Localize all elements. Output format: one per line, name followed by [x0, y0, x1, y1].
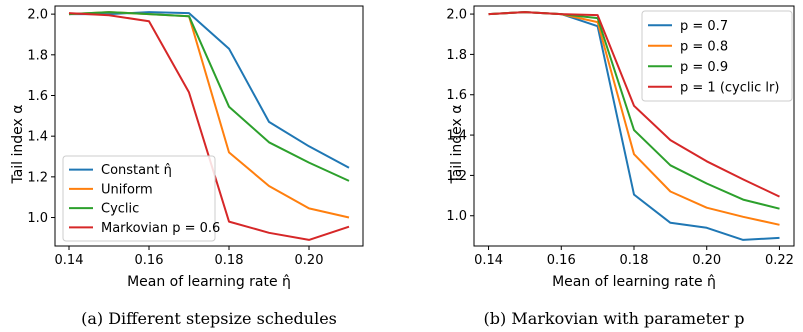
- chart-panel-b: Tail index α Mean of learning rate η̂ (b…: [446, 5, 795, 328]
- x-tick-label: 0.16: [547, 253, 576, 268]
- x-tick-label: 0.14: [55, 253, 84, 268]
- x-tick-label: 0.22: [765, 253, 794, 268]
- y-tick-label: 1.8: [446, 48, 467, 63]
- x-tick-label: 0.16: [135, 253, 164, 268]
- y-tick-label: 1.0: [27, 211, 48, 226]
- x-tick-label: 0.20: [295, 253, 324, 268]
- x-tick-label: 0.14: [474, 253, 503, 268]
- x-tick-label: 0.18: [215, 253, 244, 268]
- plot-frame: [54, 5, 364, 247]
- y-tick-label: 2.0: [27, 8, 48, 23]
- y-tick-label: 1.4: [446, 129, 467, 144]
- y-tick-label: 1.2: [446, 169, 467, 184]
- x-axis-label: Mean of learning rate η̂: [552, 274, 716, 290]
- legend-label: p = 1 (cyclic lr): [680, 80, 779, 95]
- y-tick-label: 1.8: [27, 48, 48, 63]
- legend: Constant η̂ Uniform Cyclic Markovian p = 0.…: [62, 155, 220, 242]
- legend-label: p = 0.8: [680, 39, 728, 54]
- legend-label: Constant η̂: [101, 163, 172, 178]
- chart-caption: (b) Markovian with parameter p: [484, 309, 745, 328]
- x-tick-label: 0.18: [620, 253, 649, 268]
- y-axis-label: Tail index α: [449, 104, 465, 184]
- y-tick-label: 1.0: [446, 209, 467, 224]
- legend-box: [62, 155, 216, 242]
- series-line-1: [69, 11, 350, 169]
- series-line-3: [68, 11, 350, 182]
- chart-panel-a: Tail index α Mean of learning rate η̂ (a…: [10, 5, 364, 328]
- y-tick-label: 1.4: [27, 130, 48, 145]
- legend-box: [641, 10, 793, 102]
- y-tick-label: 1.6: [27, 89, 48, 104]
- y-tick-label: 1.6: [446, 88, 467, 103]
- y-axis-label: Tail index α: [10, 104, 26, 184]
- legend: p = 0.7 p = 0.8 p = 0.9 p = 1 (cyclic lr): [641, 10, 793, 102]
- legend-label: Uniform: [101, 182, 153, 197]
- legend-label: Markovian p = 0.6: [101, 221, 220, 236]
- x-axis-label: Mean of learning rate η̂: [127, 274, 291, 290]
- series-line-4: [488, 11, 780, 198]
- chart-caption: (a) Different stepsize schedules: [81, 309, 337, 328]
- legend-label: Cyclic: [101, 202, 139, 217]
- legend-label: p = 0.7: [680, 19, 728, 34]
- x-tick-label: 0.20: [692, 253, 721, 268]
- y-tick-label: 2.0: [446, 8, 467, 23]
- legend-label: p = 0.9: [680, 60, 728, 75]
- y-tick-label: 1.2: [27, 170, 48, 185]
